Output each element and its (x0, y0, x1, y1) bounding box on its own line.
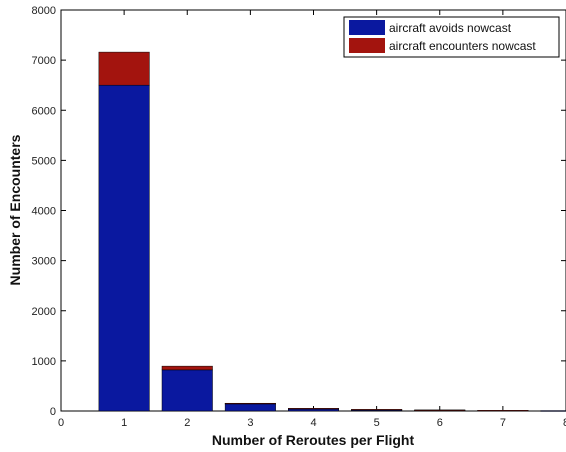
bar-encounters-7 (477, 410, 529, 412)
legend-label-avoids: aircraft avoids nowcast (389, 21, 512, 35)
y-axis-label: Number of Encounters (7, 134, 23, 285)
bar-encounters-3 (224, 402, 276, 405)
y-tick-label: 0 (50, 406, 56, 418)
x-tick-label: 6 (437, 417, 443, 429)
bar-avoids-1 (98, 84, 150, 412)
y-tick-label: 1000 (32, 356, 56, 368)
legend-label-encounters: aircraft encounters nowcast (389, 39, 536, 53)
legend: aircraft avoids nowcast aircraft encount… (343, 16, 560, 58)
x-tick-label: 3 (247, 417, 253, 429)
bar-avoids-2 (161, 369, 213, 412)
y-tick-label: 7000 (32, 55, 56, 67)
legend-swatch-encounters (349, 38, 385, 53)
bar-avoids-8 (540, 410, 566, 412)
bar-avoids-3 (224, 403, 276, 412)
y-tick-label: 5000 (32, 155, 56, 167)
bars (98, 51, 566, 412)
x-tick-label: 4 (310, 417, 316, 429)
y-tick-label: 4000 (32, 206, 56, 218)
x-tick-label: 5 (374, 417, 380, 429)
y-tick-label: 3000 (32, 256, 56, 268)
bar-encounters-6 (414, 409, 466, 411)
x-tick-label: 0 (58, 417, 64, 429)
y-axis: 0 1000 2000 3000 4000 5000 6000 7000 8000 (32, 5, 566, 418)
bar-encounters-4 (288, 408, 339, 410)
x-axis-label: Number of Reroutes per Flight (212, 432, 415, 448)
x-tick-label: 1 (121, 417, 127, 429)
y-tick-label: 6000 (32, 105, 56, 117)
x-tick-label: 8 (563, 417, 566, 429)
legend-swatch-avoids (349, 20, 385, 35)
bar-encounters-2 (161, 365, 213, 371)
y-tick-label: 8000 (32, 5, 56, 17)
x-tick-label: 7 (500, 417, 506, 429)
y-tick-label: 2000 (32, 306, 56, 318)
bar-encounters-5 (351, 409, 403, 411)
bar-encounters-1 (98, 51, 150, 86)
x-tick-label: 2 (184, 417, 190, 429)
